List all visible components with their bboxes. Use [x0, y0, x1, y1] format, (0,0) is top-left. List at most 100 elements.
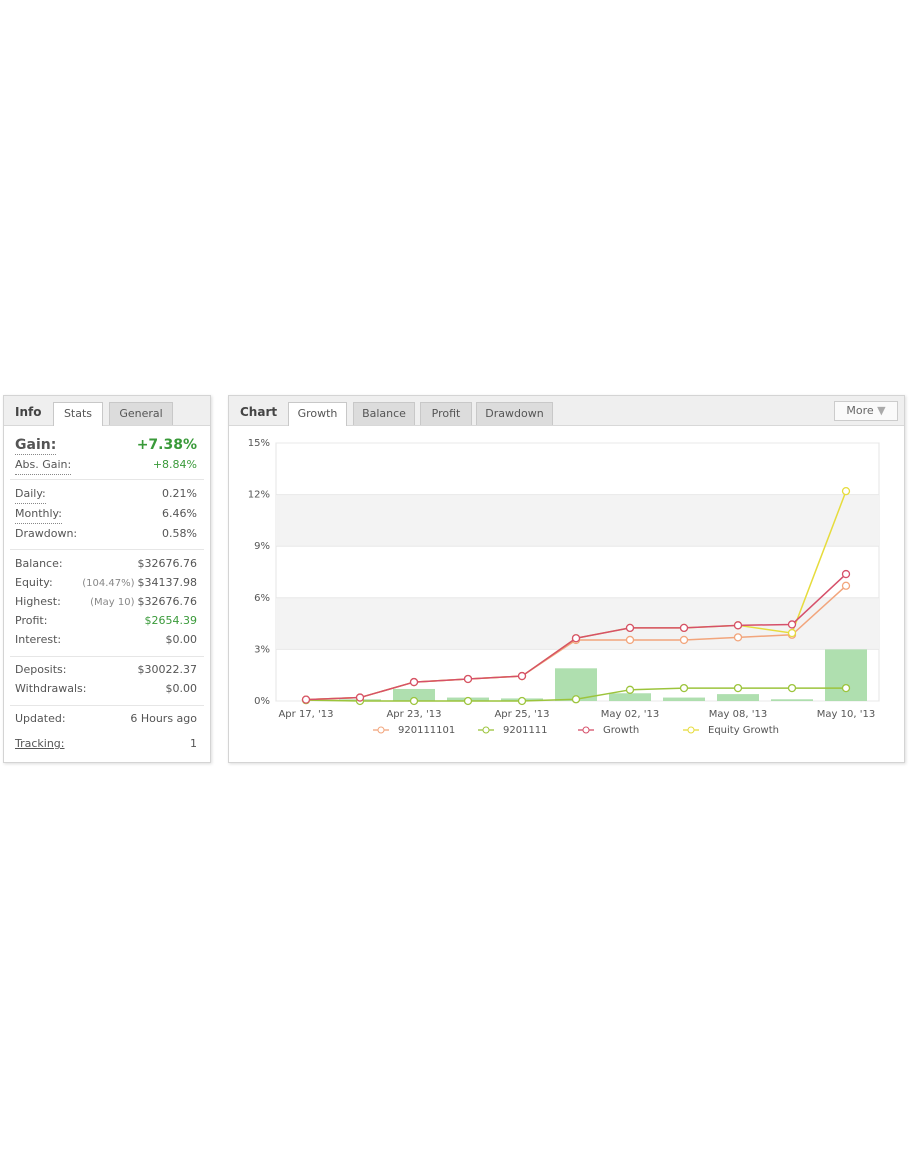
point — [787, 628, 797, 638]
grid-band — [276, 494, 879, 547]
value: $2654.39 — [144, 614, 198, 627]
value: $34137.98 — [137, 576, 198, 589]
tab[interactable]: Balance — [353, 402, 415, 425]
label: Withdrawals: — [15, 682, 87, 695]
row: Drawdown: 0.58% — [15, 525, 197, 543]
point — [409, 696, 419, 706]
label: Highest: — [15, 595, 61, 608]
y-tick-label: 0% — [254, 696, 270, 707]
tab[interactable]: General — [109, 402, 173, 425]
button-label: More — [846, 404, 874, 417]
bar — [609, 693, 651, 701]
row: Highest: (May 10) $32676.76 — [15, 593, 197, 611]
value: $32676.76 — [137, 595, 198, 608]
plot-area — [275, 442, 880, 702]
chart: 0% 3% 6% 9% 12% 15% Apr 17, '13 Apr 23, '13 Apr … — [248, 438, 880, 736]
tab[interactable]: Profit — [420, 402, 472, 425]
row: Abs. Gain: +8.84% — [15, 456, 197, 475]
row: Withdrawals: $0.00 — [15, 680, 197, 698]
point — [355, 693, 365, 702]
row: Deposits: $30022.37 — [15, 661, 197, 679]
separator — [10, 479, 204, 480]
value: 0.21% — [162, 487, 197, 500]
chart-header: Chart Growth Balance Profit Drawdown Mor… — [229, 396, 904, 426]
point — [841, 569, 851, 579]
label: Monthly: — [15, 505, 62, 524]
value: +8.84% — [152, 458, 197, 471]
x-tick-label: Apr 17, '13 — [278, 709, 333, 720]
legend-marker — [482, 726, 490, 734]
legend-marker — [377, 726, 385, 734]
label: Equity: — [15, 576, 53, 589]
label: Gain: — [15, 437, 57, 455]
row: Interest: $0.00 — [15, 631, 197, 649]
bar — [717, 694, 759, 701]
point — [301, 695, 311, 704]
panel-title: Chart — [240, 405, 278, 419]
point — [733, 621, 743, 630]
label: Balance: — [15, 557, 63, 570]
point — [625, 685, 635, 694]
point — [517, 696, 527, 706]
legend-marker — [687, 726, 695, 734]
point — [679, 623, 689, 633]
value: $0.00 — [165, 682, 198, 695]
row: Balance: $32676.76 — [15, 555, 197, 573]
point — [571, 695, 581, 704]
label: Deposits: — [15, 663, 67, 676]
label: Profit: — [15, 614, 48, 627]
tab[interactable]: Drawdown — [476, 402, 553, 425]
tab[interactable]: Stats — [53, 402, 103, 426]
legend-marker — [582, 726, 590, 734]
y-tick-label: 12% — [248, 490, 270, 501]
value: $32676.76 — [137, 557, 198, 570]
point — [733, 633, 743, 642]
point — [841, 487, 851, 496]
point — [841, 581, 851, 590]
point — [787, 683, 797, 693]
row: Daily: 0.21% — [15, 485, 197, 504]
legend-label: 9201111 — [503, 725, 548, 736]
value: 0.58% — [162, 527, 197, 540]
point — [679, 635, 689, 645]
separator — [10, 656, 204, 657]
value: +7.38% — [136, 437, 197, 453]
y-tick-label: 6% — [254, 593, 270, 604]
legend-label: Equity Growth — [708, 725, 779, 736]
separator — [10, 549, 204, 550]
value: $30022.37 — [137, 663, 198, 676]
label: Daily: — [15, 485, 46, 504]
point — [625, 635, 635, 645]
label: Drawdown: — [15, 527, 78, 540]
x-tick-label: May 08, '13 — [709, 709, 767, 720]
point — [463, 674, 473, 684]
panel-title: Info — [15, 405, 42, 419]
value: $0.00 — [165, 633, 198, 646]
tab[interactable]: Growth — [288, 402, 347, 426]
value: 6 Hours ago — [130, 712, 197, 725]
row: Updated: 6 Hours ago — [15, 710, 197, 728]
point — [409, 677, 419, 687]
link[interactable]: Tracking: — [15, 737, 65, 750]
x-tick-label: May 02, '13 — [601, 709, 659, 720]
chart-panel: Chart Growth Balance Profit Drawdown Mor… — [228, 395, 905, 763]
point — [679, 683, 689, 693]
point — [841, 683, 851, 693]
x-tick-label: May 10, '13 — [817, 709, 875, 720]
legend-label: Growth — [603, 725, 639, 736]
point — [463, 696, 473, 706]
bar — [663, 697, 705, 701]
label: Updated: — [15, 712, 66, 725]
separator — [10, 705, 204, 706]
point — [733, 683, 743, 693]
note: (104.47%) — [82, 578, 135, 589]
label: Interest: — [15, 633, 62, 646]
y-tick-label: 9% — [254, 541, 270, 552]
y-tick-label: 3% — [254, 644, 270, 655]
bar — [393, 688, 435, 701]
info-panel: Info Stats General Gain: +7.38% Abs. Gain… — [3, 395, 211, 763]
more-button[interactable]: More ▼ — [834, 401, 898, 421]
note: (May 10) — [90, 597, 135, 608]
label: Abs. Gain: — [15, 456, 72, 475]
